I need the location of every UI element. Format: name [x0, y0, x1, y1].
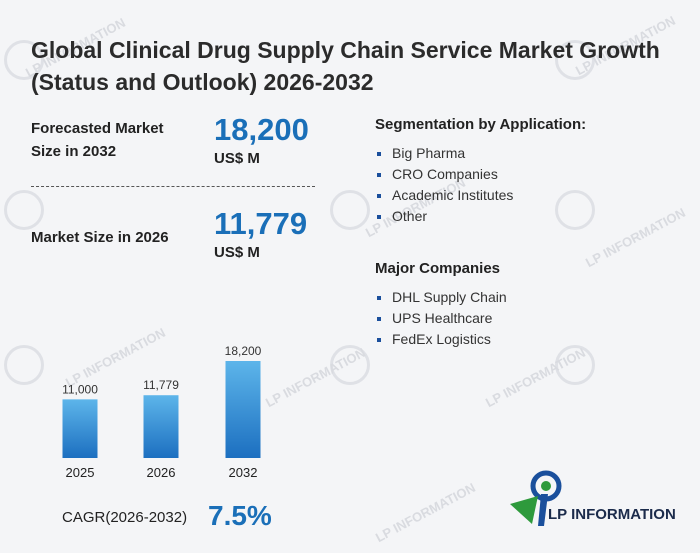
segmentation-item-label: Big Pharma: [392, 145, 466, 161]
logo-stem: [538, 494, 548, 526]
page-title: Global Clinical Drug Supply Chain Servic…: [31, 37, 660, 95]
watermark-ring: [555, 345, 595, 385]
segmentation-item: CRO Companies: [375, 164, 513, 185]
current-label: Market Size in 2026: [31, 229, 169, 246]
bullet-icon: [377, 295, 381, 300]
bullet-icon: [377, 193, 381, 198]
market-size-bar-chart: 11,000 2025 11,779 2026 18,200 2032: [62, 344, 262, 480]
current-unit: US$ M: [214, 244, 260, 261]
companies-heading: Major Companies: [375, 260, 501, 277]
logo-swoosh: [510, 496, 538, 524]
x-tick-label: 2026: [147, 465, 176, 480]
current-value: 11,779: [214, 206, 308, 241]
bullet-icon: [377, 337, 381, 342]
cagr-label: CAGR(2026-2032): [62, 509, 188, 526]
segmentation-heading: Segmentation by Application:: [375, 116, 587, 133]
bar-2025: [62, 399, 98, 458]
x-tick-label: 2032: [229, 465, 258, 480]
watermark-ring: [4, 345, 44, 385]
company-item: FedEx Logistics: [375, 329, 507, 350]
bar-value-label: 11,000: [62, 382, 98, 396]
segmentation-item: Other: [375, 206, 513, 227]
forecast-value: 18,200: [214, 112, 309, 147]
watermark-text: LP INFORMATION: [582, 204, 688, 271]
segmentation-list: Big Pharma CRO Companies Academic Instit…: [375, 143, 513, 227]
bullet-icon: [377, 214, 381, 219]
cagr-value: 7.5%: [208, 500, 272, 531]
segmentation-item-label: Other: [392, 208, 428, 224]
bar-2026: [143, 395, 179, 458]
forecast-label: Forecasted Market Size in 2032: [31, 120, 164, 160]
segmentation-item-label: CRO Companies: [392, 166, 498, 182]
lp-information-logo: [510, 470, 562, 526]
company-item: UPS Healthcare: [375, 308, 507, 329]
company-item-label: DHL Supply Chain: [392, 289, 507, 305]
bullet-icon: [377, 151, 381, 156]
company-item: DHL Supply Chain: [375, 287, 507, 308]
logo-text: LP INFORMATION: [548, 506, 676, 523]
watermark-ring: [330, 345, 370, 385]
company-item-label: UPS Healthcare: [392, 310, 493, 326]
bar-value-label: 11,779: [143, 378, 179, 392]
forecast-unit: US$ M: [214, 150, 260, 167]
segmentation-item: Big Pharma: [375, 143, 513, 164]
bullet-icon: [377, 316, 381, 321]
watermark-text: LP INFORMATION: [372, 479, 478, 546]
logo-dot: [541, 481, 551, 491]
bar-2032: [225, 361, 261, 458]
watermark-text: LP INFORMATION: [482, 344, 588, 411]
segmentation-item: Academic Institutes: [375, 185, 513, 206]
company-item-label: FedEx Logistics: [392, 331, 491, 347]
bullet-icon: [377, 172, 381, 177]
companies-list: DHL Supply Chain UPS Healthcare FedEx Lo…: [375, 287, 507, 350]
bar-value-label: 18,200: [225, 344, 262, 358]
watermark-ring: [4, 190, 44, 230]
segmentation-item-label: Academic Institutes: [392, 187, 514, 203]
watermark-ring: [555, 190, 595, 230]
watermark-ring: [330, 190, 370, 230]
stat-divider: [31, 186, 315, 187]
x-tick-label: 2025: [66, 465, 95, 480]
